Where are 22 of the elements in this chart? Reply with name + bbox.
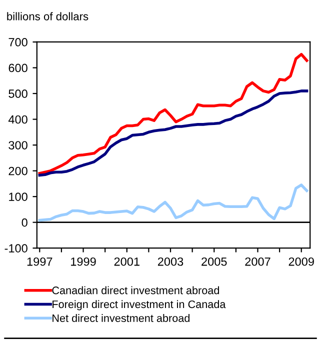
- y-tick-label: 600: [8, 64, 28, 72]
- y-tick-label: 300: [8, 141, 28, 150]
- line-series: [38, 90, 308, 177]
- legend-label: Net direct investment abroad: [52, 314, 190, 322]
- y-axis-title: billions of dollars: [7, 12, 88, 20]
- y-tick-label: 700: [8, 38, 28, 46]
- x-tick-label: 2009: [288, 257, 314, 266]
- x-tick-label: 2001: [114, 257, 140, 266]
- x-tick-label: 2007: [245, 257, 270, 266]
- y-tick-label: -100: [4, 244, 28, 252]
- y-tick-label: 400: [8, 115, 28, 124]
- legend-label: Foreign direct investment in Canada: [52, 300, 226, 310]
- x-tick-label: 1997: [27, 257, 52, 266]
- legend-label: Canadian direct investment abroad: [52, 286, 219, 294]
- line-series: [38, 52, 308, 175]
- y-tick-label: 200: [8, 166, 28, 176]
- y-tick-label: 0: [22, 218, 28, 227]
- y-tick-label: 100: [9, 192, 28, 201]
- x-tick-label: 2005: [202, 257, 227, 266]
- x-tick-label: 2003: [158, 257, 184, 266]
- x-tick-label: 1999: [71, 257, 96, 266]
- y-tick-label: 500: [8, 90, 28, 98]
